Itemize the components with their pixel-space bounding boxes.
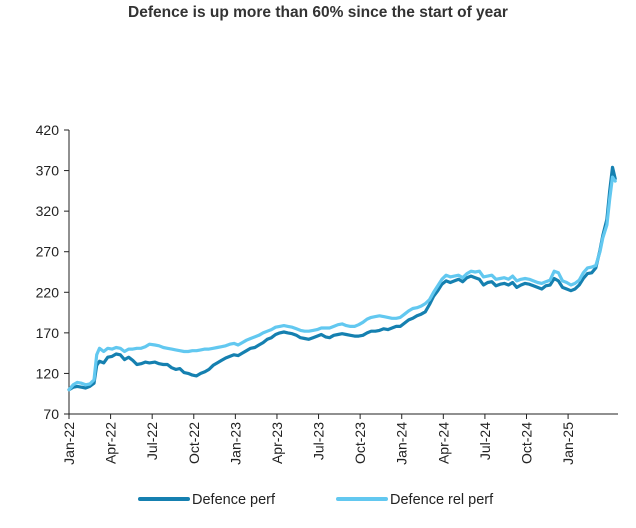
y-tick-label: 170 <box>36 325 60 341</box>
x-tick-label: Jan-22 <box>61 422 77 465</box>
x-tick-label: Oct-24 <box>519 422 535 464</box>
x-tick-label: Jul-23 <box>311 422 327 460</box>
y-tick-label: 120 <box>36 365 60 381</box>
x-tick-label: Apr-23 <box>269 422 285 464</box>
series-line-1 <box>67 165 617 392</box>
y-tick-label: 70 <box>43 406 59 422</box>
chart-title: Defence is up more than 60% since the st… <box>128 4 508 21</box>
legend-label-2: Defence rel perf <box>390 492 494 508</box>
y-tick-label: 220 <box>36 284 60 300</box>
x-tick-label: Jul-22 <box>144 422 160 460</box>
legend: Defence perf Defence rel perf <box>138 492 494 508</box>
x-tick-label: Oct-23 <box>352 422 368 464</box>
y-tick-label: 420 <box>36 122 60 138</box>
x-tick-label: Jan-25 <box>560 422 576 465</box>
x-tick-label: Jul-24 <box>477 422 493 460</box>
x-tick-label: Jan-23 <box>227 422 243 465</box>
x-tick-label: Apr-24 <box>435 422 451 464</box>
legend-label-1: Defence perf <box>192 492 276 508</box>
series-line-2 <box>67 175 617 392</box>
y-tick-label: 320 <box>36 203 60 219</box>
series-group <box>67 165 617 392</box>
x-tick-label: Jan-24 <box>394 422 410 465</box>
axes: 70 120 170 220 270 320 370 420 Jan-22 Apr-22 Jul-2… <box>36 122 618 465</box>
x-tick-label: Oct-22 <box>186 422 202 464</box>
y-tick-label: 370 <box>36 163 60 179</box>
x-tick-label: Apr-22 <box>103 422 119 464</box>
y-tick-label: 270 <box>36 244 60 260</box>
